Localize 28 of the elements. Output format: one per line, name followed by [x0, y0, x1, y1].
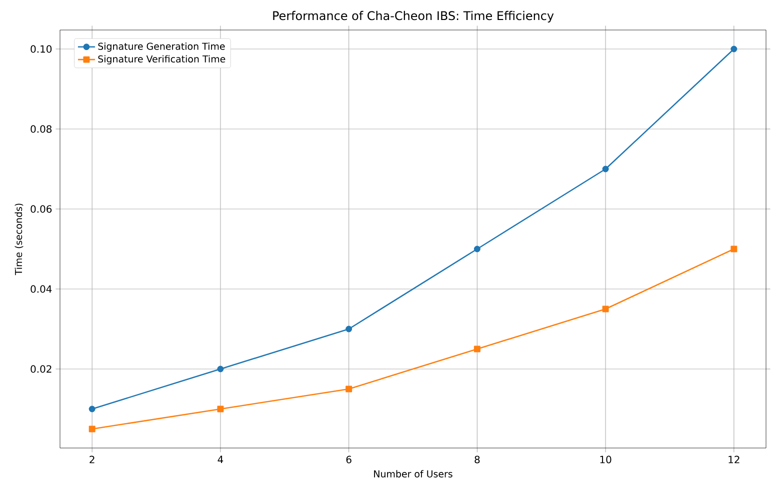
point	[217, 366, 224, 372]
point	[88, 426, 96, 432]
point	[217, 406, 224, 412]
x-axis-title: Number of Users	[374, 470, 452, 478]
point	[474, 346, 480, 352]
point	[730, 46, 738, 52]
point	[602, 306, 609, 312]
point	[474, 246, 480, 252]
point	[730, 246, 738, 252]
y-tick-label: 0.06	[30, 205, 52, 213]
y-axis-title: Time (seconds)	[14, 204, 24, 276]
y-tick-label: 0.04	[30, 285, 52, 293]
point	[346, 326, 352, 332]
chart-title: Performance of Cha-Cheon IBS: Time Efficiency	[273, 10, 554, 22]
point	[346, 386, 352, 392]
y-tick-label: 0.10	[30, 45, 52, 53]
point	[602, 166, 609, 172]
y-tick-label: 0.08	[30, 125, 52, 133]
legend-label: Signature Verification Time	[98, 55, 226, 64]
x-tick-label: 12	[728, 456, 740, 464]
x-tick-label: 4	[218, 456, 224, 464]
legend-label: Signature Generation Time	[98, 42, 225, 52]
x-tick-label: 8	[474, 456, 480, 464]
x-tick-label: 10	[600, 456, 612, 464]
x-tick-label: 2	[90, 456, 94, 464]
y-tick-label: 0.02	[30, 365, 52, 373]
point	[88, 406, 96, 412]
x-tick-label: 6	[346, 456, 352, 464]
